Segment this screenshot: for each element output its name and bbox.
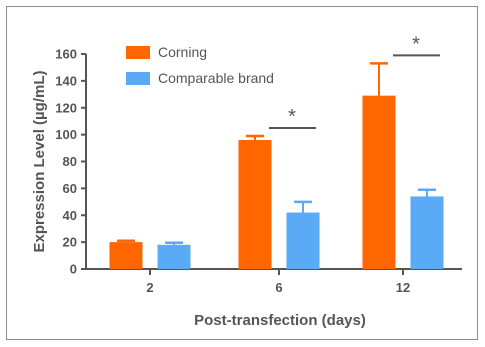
y-tick-label: 60 <box>63 181 77 196</box>
x-tick-label: 2 <box>146 280 153 295</box>
legend-swatch-corning <box>126 46 150 59</box>
x-tick-label: 6 <box>275 280 282 295</box>
bar-corning-12 <box>362 95 396 269</box>
y-tick-label: 20 <box>63 235 77 250</box>
error-bars <box>117 62 436 245</box>
x-axis-title: Post-transfection (days) <box>194 312 366 329</box>
legend: Corning Comparable brand <box>126 44 274 86</box>
significance-marker: * <box>288 106 296 128</box>
bar-comparable-brand-12 <box>410 196 444 269</box>
bars <box>109 95 444 269</box>
y-tick-label: 140 <box>55 73 77 88</box>
bar-corning-6 <box>238 140 272 269</box>
significance-marker: * <box>412 33 420 55</box>
y-tick-label: 120 <box>55 100 77 115</box>
y-tick-label: 40 <box>63 208 77 223</box>
axes <box>81 53 462 275</box>
y-tick-label: 80 <box>63 154 77 169</box>
labels: 0 20 40 60 80 100 120 140 160 2 6 12 * * Post-transfec… <box>31 33 440 329</box>
legend-swatch-comparable-brand <box>126 72 150 85</box>
y-tick-label: 100 <box>55 127 77 142</box>
bar-comparable-brand-2 <box>157 244 191 269</box>
y-tick-label: 0 <box>70 262 77 277</box>
legend-label-corning: Corning <box>158 44 207 60</box>
x-tick-label: 12 <box>396 280 410 295</box>
y-axis-title: Expression Level (µg/mL) <box>31 70 48 252</box>
bar-comparable-brand-6 <box>286 212 320 269</box>
legend-label-comparable-brand: Comparable brand <box>158 70 274 86</box>
bar-corning-2 <box>109 242 143 269</box>
y-tick-label: 160 <box>55 47 77 62</box>
